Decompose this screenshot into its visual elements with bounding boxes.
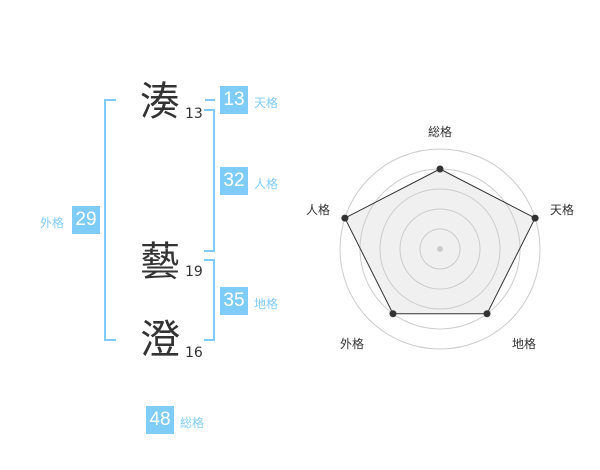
soukaku-value: 48 bbox=[146, 406, 174, 434]
chikaku-value: 35 bbox=[220, 287, 248, 315]
jinkaku-value: 32 bbox=[220, 167, 248, 195]
name-char-3: 澄 bbox=[140, 317, 180, 363]
radar-ring bbox=[339, 148, 541, 350]
radar-center-dot bbox=[437, 246, 443, 252]
tenkaku-label: 天格 bbox=[254, 96, 279, 110]
gaikaku-value: 29 bbox=[72, 206, 100, 234]
radar-axis-label: 総格 bbox=[427, 125, 452, 139]
gaikaku-label: 外格 bbox=[40, 216, 65, 230]
jinkaku-label: 人格 bbox=[254, 177, 279, 191]
radar-outline bbox=[344, 168, 536, 315]
radar-point bbox=[531, 214, 539, 222]
radar-ring bbox=[379, 188, 501, 310]
gaikaku-bracket bbox=[104, 99, 116, 341]
radar-axis-label: 天格 bbox=[549, 203, 574, 217]
radar-axis-label: 人格 bbox=[305, 203, 330, 217]
radar-point bbox=[436, 165, 444, 173]
radar-axis-label: 地格 bbox=[511, 337, 536, 351]
radar-ring bbox=[399, 208, 481, 290]
jinkaku-bracket bbox=[204, 109, 215, 252]
radar-point bbox=[341, 214, 349, 222]
name-char-1: 湊 bbox=[140, 79, 180, 125]
soukaku-label: 総格 bbox=[180, 416, 205, 430]
radar-area bbox=[344, 169, 536, 314]
chikaku-bracket bbox=[204, 259, 215, 341]
radar-point bbox=[389, 310, 397, 318]
radar-ring bbox=[419, 228, 461, 270]
stroke-count-3: 16 bbox=[185, 345, 203, 361]
tenkaku-value: 13 bbox=[220, 86, 248, 114]
stroke-count-2: 19 bbox=[185, 264, 203, 280]
radar-point bbox=[483, 310, 491, 318]
radar-axis-label: 外格 bbox=[339, 337, 364, 351]
stroke-count-1: 13 bbox=[185, 106, 203, 122]
name-char-2: 藝 bbox=[140, 239, 180, 285]
chikaku-label: 地格 bbox=[254, 297, 279, 311]
tenkaku-bracket bbox=[205, 99, 215, 101]
